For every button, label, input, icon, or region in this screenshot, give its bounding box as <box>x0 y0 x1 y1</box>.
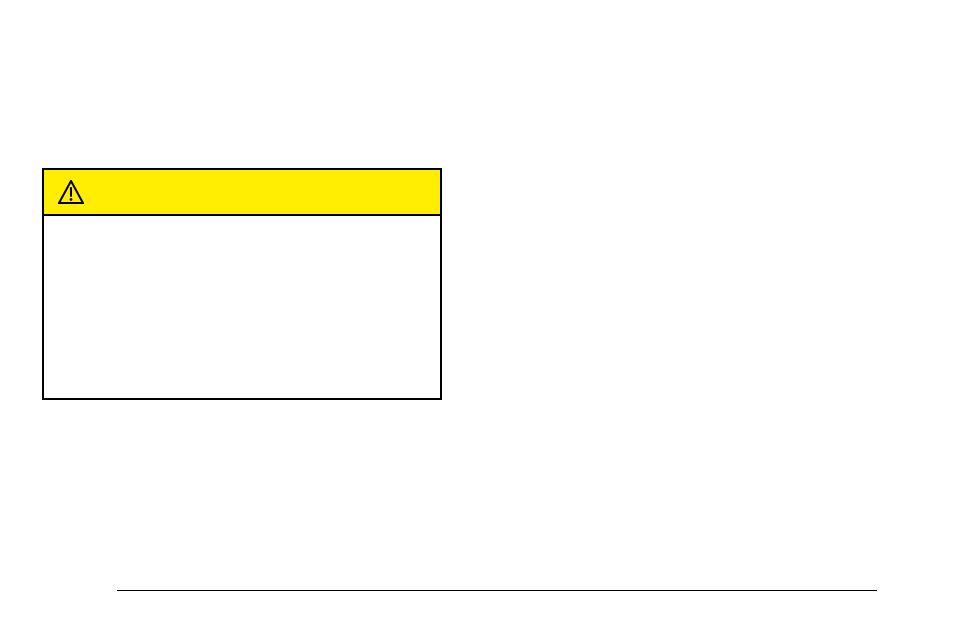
footer-divider <box>117 590 877 591</box>
warning-triangle-icon <box>58 180 84 204</box>
caution-box <box>42 168 442 400</box>
caution-body <box>44 216 440 398</box>
caution-header <box>44 170 440 216</box>
